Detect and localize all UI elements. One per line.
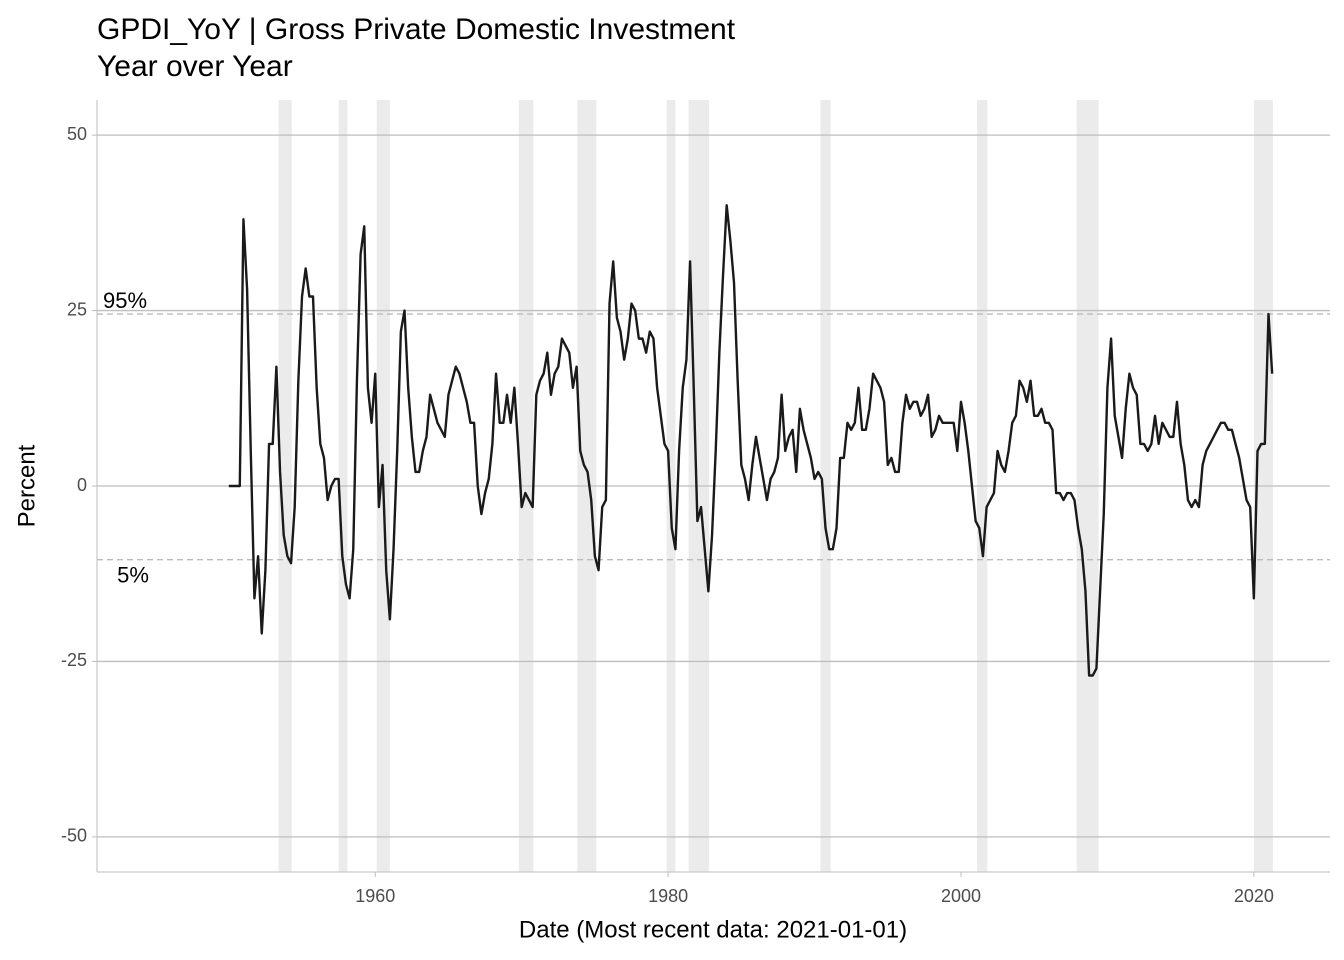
- x-tick-label: 2020: [1234, 886, 1274, 906]
- x-tick-label: 1960: [355, 886, 395, 906]
- y-tick-label: -50: [61, 826, 87, 846]
- x-axis-label: Date (Most recent data: 2021-01-01): [519, 916, 907, 943]
- percentile-label: 95%: [103, 288, 147, 313]
- chart-subtitle: Year over Year: [97, 50, 293, 83]
- y-tick-label: -25: [61, 650, 87, 670]
- x-tick-label: 1980: [648, 886, 688, 906]
- y-tick-label: 50: [67, 124, 87, 144]
- x-tick-label: 2000: [941, 886, 981, 906]
- percentile-label: 5%: [117, 563, 149, 588]
- y-axis-label: Percent: [13, 444, 40, 527]
- data-line: [228, 204, 1274, 677]
- y-tick-label: 0: [77, 475, 87, 495]
- y-tick-label: 25: [67, 299, 87, 319]
- chart-title: GPDI_YoY | Gross Private Domestic Invest…: [97, 13, 736, 46]
